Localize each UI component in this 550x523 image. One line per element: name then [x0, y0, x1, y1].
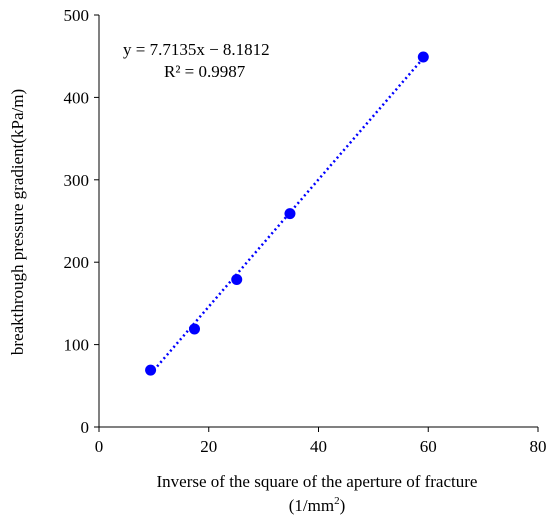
y-tick-label: 200: [64, 253, 90, 272]
x-axis-title-sup: 2: [334, 495, 340, 507]
data-point: [145, 364, 157, 376]
y-axis-title: breakthrough pressure gradient(kPa/m): [8, 89, 27, 355]
data-point: [417, 51, 429, 63]
x-tick-label: 60: [420, 437, 437, 456]
equation-annotation: y = 7.7135x − 8.1812: [123, 40, 270, 59]
x-axis-title-line2: (1/mm2): [289, 495, 346, 515]
x-axis-title-close: ): [340, 496, 346, 515]
y-tick-label: 300: [64, 171, 90, 190]
y-tick-label: 500: [64, 6, 90, 25]
data-points: [145, 51, 429, 376]
x-tick-label: 80: [530, 437, 547, 456]
x-tick-label: 20: [200, 437, 217, 456]
r2-annotation: R² = 0.9987: [164, 62, 246, 81]
tick-labels: 0 100 200 300 400 500 0 20 40 60 80: [64, 6, 547, 456]
data-point: [231, 274, 243, 286]
x-tick-label: 0: [95, 437, 104, 456]
data-point: [284, 208, 296, 220]
data-point: [188, 323, 200, 335]
y-tick-label: 400: [64, 88, 90, 107]
axes: [94, 14, 539, 432]
y-tick-label: 0: [81, 418, 90, 437]
x-axis-title-line1: Inverse of the square of the aperture of…: [157, 472, 478, 491]
y-tick-label: 100: [64, 336, 90, 355]
x-tick-label: 40: [310, 437, 327, 456]
x-axis-title-unit: (1/mm: [289, 496, 334, 515]
